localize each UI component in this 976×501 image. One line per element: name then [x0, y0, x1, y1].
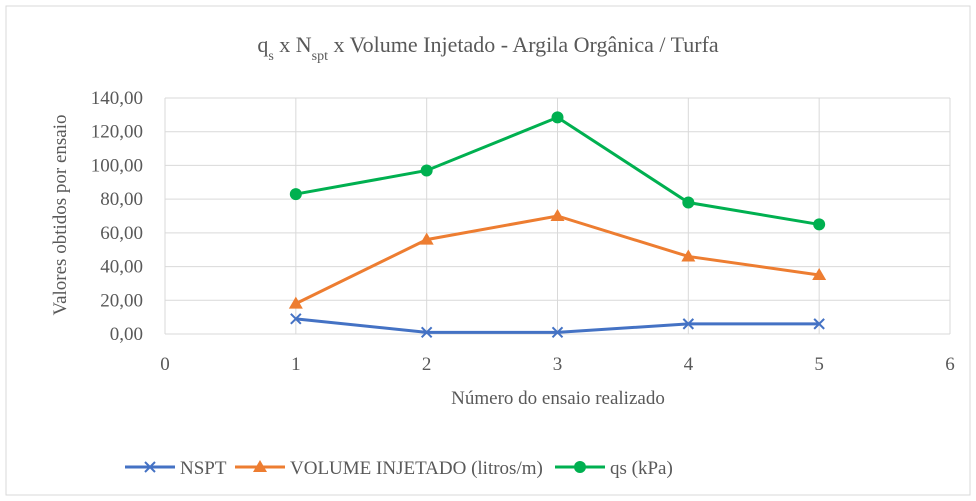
y-tick-label: 80,00 [100, 189, 143, 210]
data-point [288, 296, 303, 309]
x-tick-label: 0 [160, 354, 170, 375]
data-point [420, 164, 433, 177]
data-point [681, 249, 696, 262]
title-part: s [268, 49, 273, 64]
data-point [813, 218, 826, 231]
title-part: x N [274, 32, 312, 57]
y-tick-label: 0,00 [110, 324, 143, 345]
data-point [551, 111, 564, 124]
legend-marker [574, 461, 586, 473]
y-tick-label: 140,00 [91, 88, 143, 109]
y-tick-label: 120,00 [91, 122, 143, 143]
data-point [289, 188, 302, 201]
title-part: spt [312, 49, 328, 64]
data-point [290, 313, 302, 325]
legend-label: NSPT [180, 458, 227, 479]
data-point [682, 196, 695, 209]
data-point [551, 326, 564, 339]
legend-label: qs (kPa) [610, 458, 673, 479]
data-point [419, 232, 434, 245]
y-tick-label: 60,00 [100, 223, 143, 244]
data-point [813, 318, 825, 330]
chart-title: qs x Nspt x Volume Injetado - Argila Org… [257, 32, 719, 64]
legend-label: VOLUME INJETADO (litros/m) [290, 458, 543, 479]
chart-border [5, 5, 971, 496]
data-point [812, 268, 827, 280]
x-tick-label: 5 [814, 354, 824, 375]
x-tick-label: 3 [553, 354, 563, 375]
y-tick-label: 40,00 [100, 257, 143, 278]
x-tick-label: 6 [945, 354, 955, 375]
title-part: x Volume Injetado - Argila Orgânica / Tu… [328, 32, 719, 57]
legend-marker [144, 461, 156, 473]
y-axis-label: Valores obtidos por ensaio [50, 114, 71, 315]
x-tick-label: 2 [422, 354, 432, 375]
title-part: q [257, 32, 268, 57]
y-tick-label: 100,00 [91, 155, 143, 176]
x-tick-label: 4 [684, 354, 694, 375]
data-point [682, 318, 695, 330]
x-tick-label: 1 [291, 354, 301, 375]
y-tick-label: 20,00 [100, 290, 143, 311]
data-point [550, 209, 565, 221]
data-point [420, 326, 433, 339]
legend-marker [253, 460, 267, 472]
x-axis-label: Número do ensaio realizado [451, 388, 665, 409]
